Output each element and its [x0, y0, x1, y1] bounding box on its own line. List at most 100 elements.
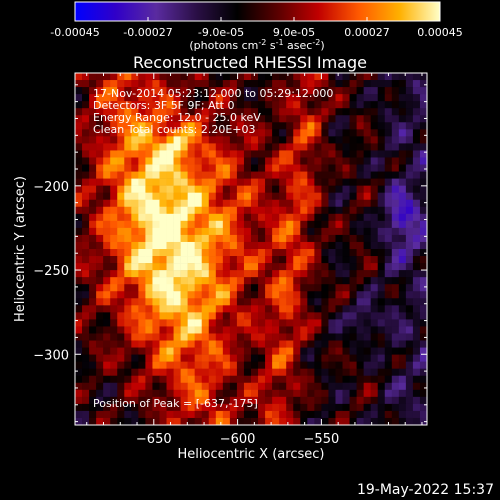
heatmap-cell — [187, 361, 195, 369]
heatmap-cell — [194, 284, 203, 292]
heatmap-cell — [377, 143, 386, 151]
heatmap-cell — [286, 368, 294, 377]
heatmap-cell — [222, 199, 231, 208]
heatmap-cells — [75, 73, 428, 426]
heatmap-cell — [328, 333, 336, 341]
heatmap-cell — [349, 122, 357, 130]
heatmap-cell — [131, 150, 139, 158]
heatmap-cell — [405, 333, 414, 341]
heatmap-cell — [300, 108, 308, 116]
heatmap-cell — [314, 122, 322, 130]
heatmap-cell — [363, 220, 371, 229]
heatmap-cell — [370, 417, 379, 426]
heatmap-cell — [82, 396, 90, 405]
heatmap-cell — [145, 333, 153, 341]
heatmap-cell — [145, 361, 153, 369]
heatmap-cell — [124, 305, 132, 313]
heatmap-cell — [89, 284, 97, 292]
heatmap-cell — [349, 256, 357, 264]
heatmap-cell — [342, 326, 350, 334]
heatmap-cell — [391, 305, 400, 313]
heatmap-cell — [405, 122, 414, 130]
heatmap-cell — [419, 298, 428, 306]
heatmap-cell — [208, 389, 217, 398]
heatmap-cell — [159, 368, 167, 377]
heatmap-cell — [370, 305, 379, 313]
heatmap-cell — [229, 347, 238, 355]
heatmap-cell — [82, 319, 90, 327]
heatmap-cell — [377, 199, 386, 208]
heatmap-cell — [208, 94, 217, 102]
heatmap-cell — [82, 94, 90, 102]
heatmap-cell — [187, 333, 195, 341]
heatmap-cell — [321, 136, 329, 144]
heatmap-cell — [356, 298, 364, 306]
heatmap-cell — [236, 143, 245, 151]
heatmap-cell — [138, 277, 146, 285]
heatmap-cell — [321, 199, 329, 208]
heatmap-cell — [314, 277, 322, 285]
heatmap-cell — [152, 277, 160, 285]
heatmap-cell — [236, 94, 245, 102]
heatmap-cell — [356, 291, 364, 299]
heatmap-cell — [363, 354, 371, 362]
heatmap-cell — [89, 403, 97, 412]
heatmap-cell — [117, 129, 125, 137]
heatmap-cell — [110, 206, 118, 215]
heatmap-cell — [405, 87, 414, 95]
heatmap-cell — [279, 354, 287, 362]
heatmap-cell — [159, 256, 167, 264]
heatmap-cell — [89, 368, 97, 377]
heatmap-cell — [314, 396, 322, 405]
heatmap-cell — [117, 298, 125, 306]
heatmap-cell — [314, 164, 322, 172]
heatmap-cell — [279, 340, 287, 348]
heatmap-cell — [321, 319, 329, 327]
heatmap-cell — [145, 94, 153, 102]
heatmap-cell — [96, 115, 104, 123]
heatmap-cell — [82, 305, 90, 313]
heatmap-cell — [265, 361, 273, 369]
heatmap-cell — [229, 178, 238, 186]
heatmap-cell — [258, 185, 266, 193]
heatmap-cell — [300, 319, 308, 327]
heatmap-cell — [251, 136, 259, 144]
heatmap-cell — [356, 305, 364, 313]
heatmap-cell — [131, 354, 139, 362]
heatmap-cell — [391, 319, 400, 327]
heatmap-cell — [215, 192, 224, 201]
heatmap-cell — [187, 136, 195, 144]
heatmap-cell — [356, 220, 364, 229]
heatmap-cell — [300, 136, 308, 144]
heatmap-cell — [335, 354, 343, 362]
heatmap-cell — [117, 333, 125, 341]
heatmap-cell — [173, 206, 181, 215]
heatmap-cell — [82, 115, 90, 123]
heatmap-cell — [286, 375, 294, 384]
heatmap-cell — [412, 241, 421, 250]
heatmap-cell — [222, 108, 231, 116]
heatmap-cell — [187, 73, 195, 81]
heatmap-cell — [363, 150, 371, 158]
heatmap-cell — [131, 347, 139, 355]
heatmap-cell — [307, 192, 315, 201]
heatmap-cell — [314, 249, 322, 257]
heatmap-cell — [321, 291, 329, 299]
heatmap-cell — [110, 368, 118, 377]
heatmap-cell — [138, 73, 146, 81]
heatmap-cell — [201, 122, 210, 130]
heatmap-cell — [342, 157, 350, 165]
heatmap-cell — [89, 234, 97, 243]
heatmap-cell — [370, 192, 379, 201]
heatmap-cell — [356, 403, 364, 412]
heatmap-cell — [314, 241, 322, 250]
heatmap-cell — [412, 249, 421, 257]
heatmap-cell — [152, 122, 160, 130]
heatmap-cell — [314, 101, 322, 109]
heatmap-cell — [391, 354, 400, 362]
heatmap-cell — [96, 389, 104, 398]
heatmap-cell — [166, 375, 174, 384]
heatmap-cell — [138, 115, 146, 123]
heatmap-cell — [236, 206, 245, 215]
heatmap-cell — [384, 305, 393, 313]
